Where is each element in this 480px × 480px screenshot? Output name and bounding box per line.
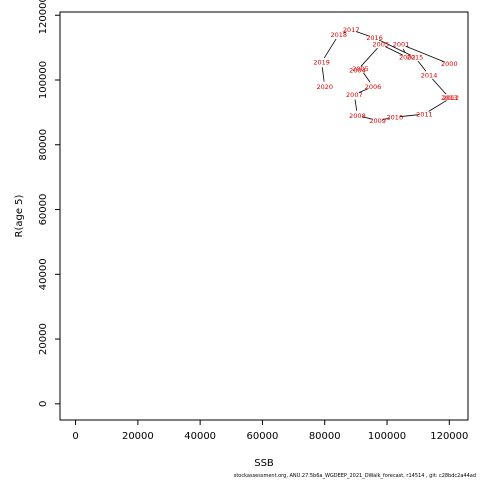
y-tick-label-40000: 40000 bbox=[38, 258, 49, 290]
segment-2015-2016 bbox=[378, 39, 411, 56]
point-label-2000: 2000 bbox=[441, 60, 458, 68]
point-label-2008: 2008 bbox=[349, 112, 366, 120]
footer-credit: stockassessment.org, ANU.27.5b6a_WGDEEP_… bbox=[233, 473, 476, 479]
segment-2011-2012 bbox=[428, 100, 447, 112]
point-label-2011: 2011 bbox=[416, 110, 433, 118]
segment-2008-2009 bbox=[362, 116, 373, 120]
segment-2018-2019 bbox=[323, 38, 337, 59]
segment-2013-2014 bbox=[432, 78, 447, 95]
x-tick-label-40000: 40000 bbox=[184, 431, 216, 442]
point-label-2006: 2006 bbox=[365, 83, 382, 91]
point-label-2009: 2009 bbox=[369, 117, 386, 125]
y-tick-label-60000: 60000 bbox=[38, 194, 49, 226]
x-tick-label-120000: 120000 bbox=[430, 431, 468, 442]
x-tick-label-60000: 60000 bbox=[247, 431, 279, 442]
y-tick-label-120000: 120000 bbox=[38, 0, 49, 34]
segment-2003-2004 bbox=[360, 47, 378, 67]
segment-2005-2006 bbox=[363, 72, 371, 83]
point-label-2016: 2016 bbox=[366, 34, 383, 42]
x-axis-title: SSB bbox=[254, 458, 274, 469]
point-label-2014: 2014 bbox=[421, 71, 438, 79]
x-tick-label-20000: 20000 bbox=[122, 431, 154, 442]
point-label-2015: 2015 bbox=[407, 54, 424, 62]
segment-2014-2015 bbox=[417, 61, 427, 72]
point-label-2020: 2020 bbox=[316, 83, 333, 91]
point-label-2003: 2003 bbox=[373, 41, 390, 49]
point-label-2007: 2007 bbox=[346, 91, 363, 99]
segment-2016-2017 bbox=[355, 31, 370, 37]
segment-2000-2001 bbox=[405, 45, 445, 63]
segment-2010-2011 bbox=[399, 114, 420, 118]
point-label-2001: 2001 bbox=[393, 41, 410, 49]
y-tick-label-100000: 100000 bbox=[38, 61, 49, 99]
x-tick-label-100000: 100000 bbox=[368, 431, 406, 442]
segment-2006-2007 bbox=[358, 88, 369, 93]
point-label-2012: 2012 bbox=[443, 94, 460, 102]
point-label-2004: 2004 bbox=[349, 67, 366, 75]
y-tick-label-80000: 80000 bbox=[38, 129, 49, 161]
series bbox=[321, 31, 447, 120]
plot-frame bbox=[59, 11, 469, 421]
segment-2009-2010 bbox=[382, 117, 390, 120]
point-label-2017: 2017 bbox=[343, 26, 360, 34]
point-label-2002: 2002 bbox=[399, 54, 416, 62]
point-label-2018: 2018 bbox=[330, 31, 347, 39]
point-label-2005: 2005 bbox=[352, 65, 369, 73]
x-tick-label-0: 0 bbox=[72, 431, 78, 442]
segment-2007-2008 bbox=[354, 99, 358, 111]
year-labels: 2000200120022003200420052006200720082009… bbox=[313, 26, 459, 125]
x-axis: 0 20000 40000 60000 80000 100000 120000 bbox=[72, 420, 468, 442]
point-label-2019: 2019 bbox=[313, 58, 330, 66]
segment-2019-2020 bbox=[321, 67, 325, 82]
point-label-2010: 2010 bbox=[387, 114, 404, 122]
segment-2017-2018 bbox=[343, 31, 347, 34]
y-axis-title: R(age 5) bbox=[14, 194, 25, 237]
y-tick-label-20000: 20000 bbox=[38, 323, 49, 355]
segment-2002-2003 bbox=[385, 46, 403, 56]
y-tick-label-0: 0 bbox=[38, 401, 49, 407]
y-axis: 0 20000 40000 60000 80000 100000 120000 bbox=[38, 0, 60, 407]
point-label-2013: 2013 bbox=[441, 94, 458, 102]
x-tick-label-80000: 80000 bbox=[309, 431, 341, 442]
